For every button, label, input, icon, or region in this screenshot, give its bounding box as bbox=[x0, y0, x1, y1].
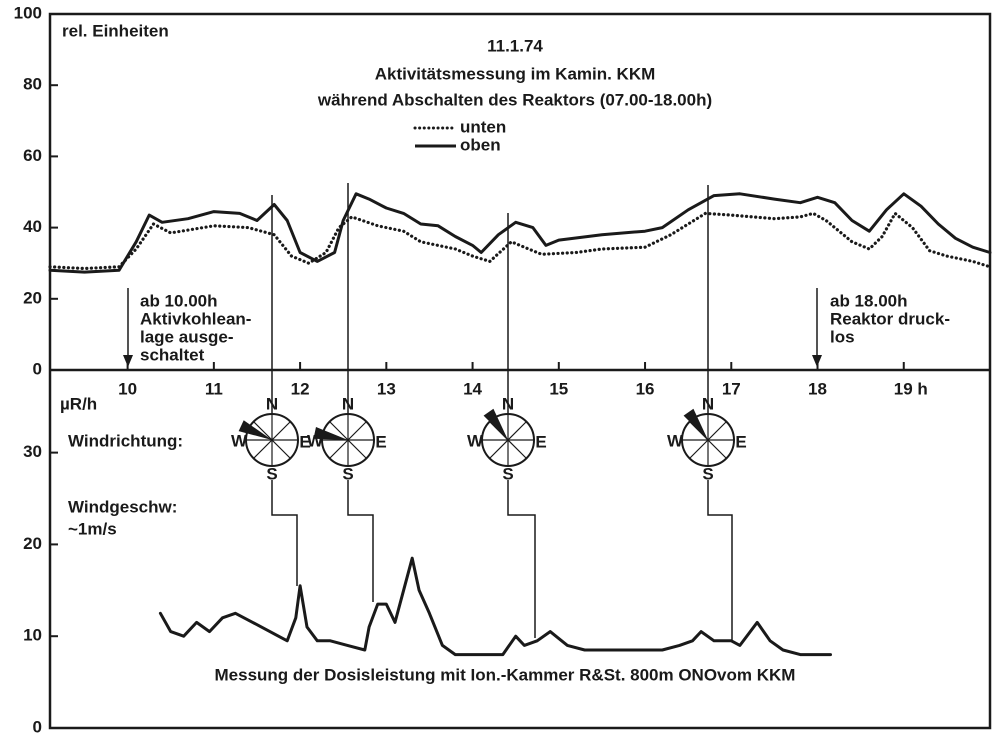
annotation: ab 10.00h bbox=[140, 291, 218, 310]
wind-rose: N E SW bbox=[667, 394, 747, 483]
annotation: Reaktor druck- bbox=[830, 309, 950, 328]
legend-label: unten bbox=[460, 117, 506, 136]
chart-title: Aktivitätsmessung im Kamin. KKM bbox=[375, 64, 656, 83]
wind-label: Windrichtung: bbox=[68, 431, 183, 450]
wind-arrow bbox=[683, 408, 708, 440]
connector bbox=[271, 480, 298, 586]
compass-letter: N bbox=[702, 394, 714, 413]
annotation: los bbox=[830, 327, 855, 346]
x-tick-label: 13 bbox=[377, 379, 396, 398]
arrow-head bbox=[123, 355, 133, 367]
compass-letter: E bbox=[375, 432, 386, 451]
compass-letter: S bbox=[702, 464, 713, 483]
x-tick-label: 17 bbox=[722, 379, 741, 398]
compass-letter: N bbox=[342, 394, 354, 413]
connector bbox=[707, 480, 733, 640]
compass-letter: W bbox=[667, 431, 684, 450]
wind-speed-label: ~1m/s bbox=[68, 519, 117, 538]
line-series bbox=[48, 192, 992, 274]
y-tick-label: 60 bbox=[23, 146, 42, 165]
annotation: schaltet bbox=[140, 345, 205, 364]
wind-arrow bbox=[313, 427, 348, 440]
compass-letter: E bbox=[735, 432, 746, 451]
annotation: lage ausge- bbox=[140, 327, 234, 346]
x-tick-label: 16 bbox=[636, 379, 655, 398]
y-axis-label: rel. Einheiten bbox=[62, 21, 169, 40]
connectors bbox=[271, 183, 733, 640]
line-series bbox=[158, 556, 832, 657]
x-tick-label: 11 bbox=[205, 379, 223, 398]
compass-letter: W bbox=[467, 431, 484, 450]
compass-letter: E bbox=[535, 432, 546, 451]
x-tick-label: 10 bbox=[118, 379, 137, 398]
x-tick-label: 19 h bbox=[894, 379, 928, 398]
wind-arrow bbox=[483, 408, 508, 440]
y-tick-label: 40 bbox=[23, 217, 42, 236]
compass-letter: E bbox=[299, 432, 310, 451]
arrow-head bbox=[812, 355, 822, 367]
line-series bbox=[48, 211, 992, 271]
compass-letter: W bbox=[307, 431, 324, 450]
annotation: Aktivkohlean- bbox=[140, 309, 251, 328]
wind-rose: N E SW bbox=[307, 394, 387, 483]
annotation: ab 18.00h bbox=[830, 291, 908, 310]
y-tick-label: 30 bbox=[23, 442, 42, 461]
wind-speed-label: Windgeschw: bbox=[68, 497, 177, 516]
wind-rose: N E SW bbox=[231, 394, 311, 483]
y-tick-label: 0 bbox=[33, 717, 42, 736]
chart-title: während Abschalten des Reaktors (07.00-1… bbox=[317, 90, 712, 109]
compass-letter: N bbox=[266, 394, 278, 413]
y-tick-label: 0 bbox=[33, 359, 42, 378]
y-tick-label: 20 bbox=[23, 288, 42, 307]
caption: Messung der Dosisleistung mit Ion.-Kamme… bbox=[215, 665, 796, 684]
y-tick-label: 20 bbox=[23, 534, 42, 553]
y-axis-label: µR/h bbox=[60, 394, 97, 413]
wind-rose: N E SW bbox=[467, 394, 547, 483]
compass-letter: S bbox=[502, 464, 513, 483]
x-tick-label: 18 bbox=[808, 379, 827, 398]
compass-letter: S bbox=[266, 464, 277, 483]
compass-letter: N bbox=[502, 394, 514, 413]
chart-title: 11.1.74 bbox=[487, 36, 543, 55]
wind-arrow bbox=[238, 420, 272, 440]
y-tick-label: 10 bbox=[23, 626, 42, 645]
x-tick-label: 12 bbox=[291, 379, 310, 398]
x-tick-label: 14 bbox=[463, 379, 482, 398]
connector bbox=[507, 480, 536, 638]
legend-label: oben bbox=[460, 135, 501, 154]
compass-letter: S bbox=[342, 464, 353, 483]
compass-letter: W bbox=[231, 431, 248, 450]
x-tick-label: 15 bbox=[549, 379, 568, 398]
connector bbox=[347, 480, 374, 602]
y-tick-label: 100 bbox=[14, 3, 42, 22]
y-tick-label: 80 bbox=[23, 75, 42, 94]
